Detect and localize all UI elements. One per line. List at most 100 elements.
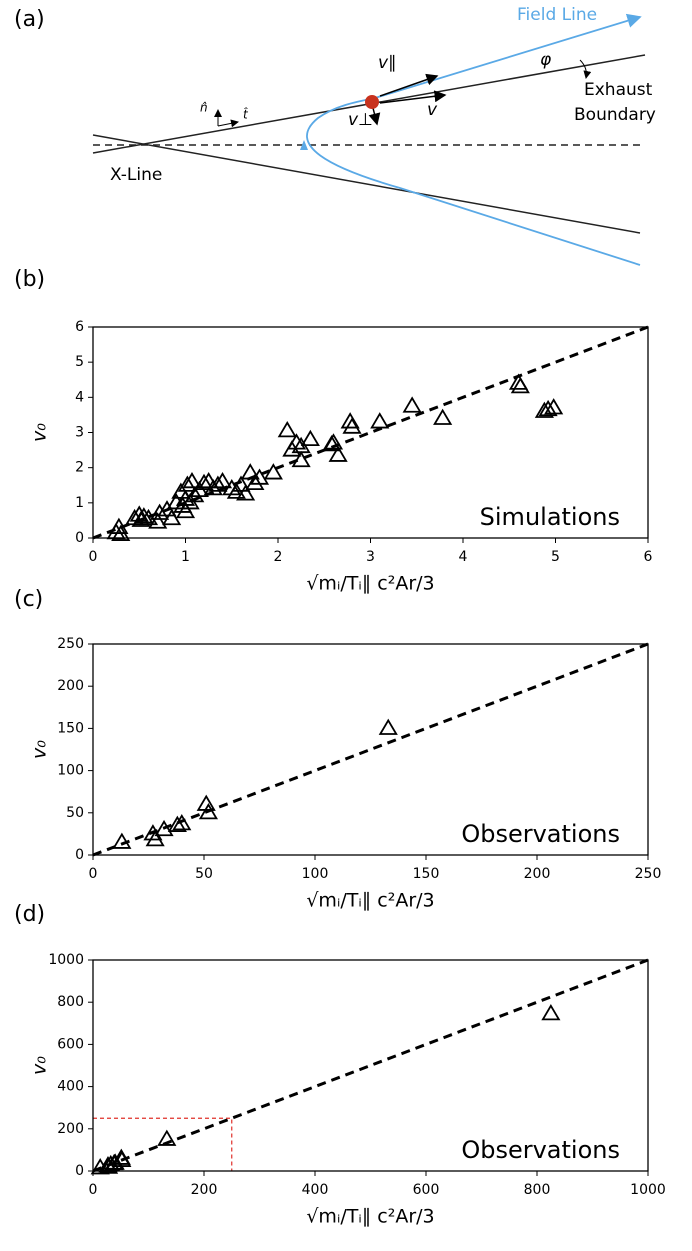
data-point [157,1129,177,1146]
data-point [148,512,168,529]
data-point [340,412,360,429]
y-tick-label: 50 [66,805,84,821]
y-tick-label: 2 [75,460,84,476]
y-tick-label: 1 [75,495,84,511]
x-tick-label: 0 [89,549,98,565]
x-tick-label: 800 [524,1182,551,1198]
annotation: Observations [461,1136,620,1164]
data-point [510,377,530,394]
x-tick-label: 600 [413,1182,440,1198]
data-point [378,718,398,735]
x-tick-label: 6 [644,549,653,565]
annotation: Simulations [480,503,620,531]
plot-frame [92,326,649,539]
chart-panel: (b) 0 1 2 3 4 5 6 0 1 2 3 4 5 6 √mᵢ/Tᵢ∥ c²Ar/3 v₀ Simulat… [14,267,653,595]
data-point [177,475,197,492]
x-tick-label: 1 [181,549,190,565]
plot-frame [92,643,649,856]
x-line-label: X-Line [110,165,162,185]
data-point [286,433,307,450]
data-point [245,473,265,490]
y-tick-label: 600 [57,1036,84,1052]
y-tick-label: 0 [75,1163,84,1179]
field-arrow [300,140,308,150]
data-point [402,396,422,413]
data-point [328,445,348,462]
panel-label: (a) [14,7,45,32]
y-tick-label: 800 [57,994,84,1010]
x-tick-label: 400 [302,1182,329,1198]
x-tick-label: 50 [195,866,213,882]
y-tick-label: 250 [57,636,84,652]
x-tick-label: 3 [366,549,375,565]
t-hat-label: t̂ [243,107,249,121]
diagram: (a) Field Line φ Exhaust Boundary v∥ v v… [14,5,656,266]
arrow [368,107,381,126]
y-axis-label: v₀ [29,740,51,759]
y-tick-label: 0 [75,847,84,863]
arrow [379,73,439,97]
data-point [342,417,362,434]
x-tick-label: 200 [191,1182,218,1198]
annotation: Observations [461,820,620,848]
data-point [145,830,165,847]
plot-frame [92,959,649,1172]
y-tick-label: 6 [75,319,84,335]
arrow [379,90,447,104]
v-par-label: v∥ [378,53,397,73]
data-point [277,420,297,438]
data-point [134,507,154,524]
n-hat-label: n̂ [200,101,208,115]
data-point [111,524,131,541]
y-tick-label: 200 [57,1121,84,1137]
data-point [167,815,187,832]
plot-area [92,642,649,857]
x-tick-label: 0 [89,866,98,882]
data-point [208,475,228,492]
angle-arc [579,59,592,79]
boundary-label: Exhaust [584,80,653,100]
y-axis-label: v₀ [29,423,51,442]
x-tick-label: 1000 [630,1182,666,1198]
x-tick-label: 100 [302,866,329,882]
v-perp-label: v⊥ [348,110,373,130]
chart-panel: (d) 0 200 400 600 800 1000 0 200 400 600 800 1000 √mᵢ… [14,902,666,1228]
x-tick-label: 4 [459,549,468,565]
x-tick-label: 5 [551,549,560,565]
data-point [544,398,564,415]
particle [365,95,379,109]
data-point [300,429,320,447]
boundary-line [92,134,641,234]
plot-area [92,325,649,541]
x-axis-label: √mᵢ/Tᵢ∥ c²Ar/3 [306,890,434,912]
reference-line [92,325,649,540]
field-line [306,13,642,266]
y-tick-label: 3 [75,425,84,441]
data-point [323,433,344,450]
data-point [541,1004,561,1021]
data-point [198,803,219,820]
panel-label: (d) [14,902,45,927]
y-tick-label: 200 [57,678,84,694]
data-point [175,501,196,519]
boundary-label: Boundary [574,105,656,125]
data-point [154,819,174,837]
data-point [538,399,558,417]
x-tick-label: 0 [89,1182,98,1198]
y-tick-label: 100 [57,763,84,779]
panel-label: (b) [14,267,45,292]
v-label: v [427,100,438,120]
data-point [105,1153,125,1170]
panel-label: (c) [14,587,43,612]
chart-panel: (c) 0 50 100 150 200 250 0 50 100 150 200 250 √mᵢ/Tᵢ∥… [14,587,661,912]
phi-label: φ [540,50,552,70]
reference-line [92,958,649,1173]
x-tick-label: 2 [274,549,283,565]
y-tick-label: 5 [75,354,84,370]
data-point [236,484,256,501]
x-axis-label: √mᵢ/Tᵢ∥ c²Ar/3 [306,1206,434,1228]
data-point [370,412,390,429]
y-tick-label: 400 [57,1079,84,1095]
reference-line [92,642,649,857]
